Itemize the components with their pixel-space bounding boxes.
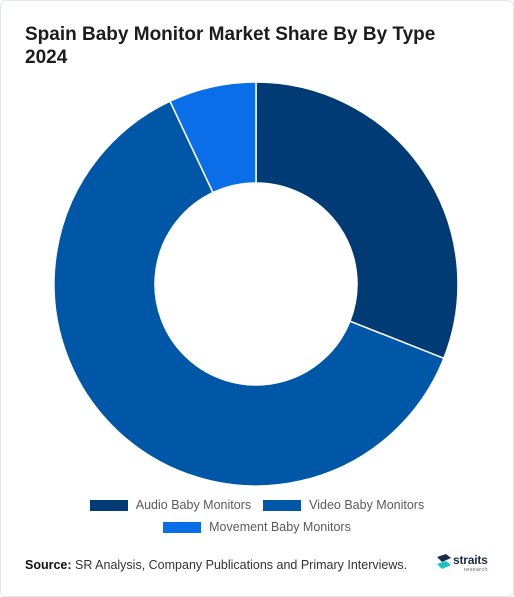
legend-row: Audio Baby Monitors Video Baby Monitors — [1, 494, 513, 516]
legend-label: Video Baby Monitors — [309, 498, 425, 512]
legend-row: Movement Baby Monitors — [1, 516, 513, 538]
chart-title: Spain Baby Monitor Market Share By By Ty… — [25, 23, 495, 69]
logo-sub: research — [464, 567, 488, 573]
legend-item-video-baby-monitors: Video Baby Monitors — [263, 498, 424, 512]
legend-swatch — [89, 499, 128, 511]
legend-swatch — [263, 499, 302, 511]
source-text: SR Analysis, Company Publications and Pr… — [71, 558, 408, 572]
source-label: Source: — [25, 558, 72, 572]
legend-label: Audio Baby Monitors — [135, 498, 252, 512]
donut-slice-audio-baby-monitors — [255, 81, 459, 360]
donut-chart — [53, 81, 459, 487]
legend-swatch — [163, 521, 202, 533]
legend-item-audio-baby-monitors: Audio Baby Monitors — [89, 498, 252, 512]
legend-item-movement-baby-monitors: Movement Baby Monitors — [163, 520, 351, 534]
source-note: Source: SR Analysis, Company Publication… — [25, 558, 407, 572]
straits-logo-icon — [437, 554, 451, 569]
chart-title-line-2: 2024 — [25, 47, 68, 68]
donut-slice-video-baby-monitors — [53, 100, 445, 487]
legend-label: Movement Baby Monitors — [209, 520, 351, 534]
straits-research-logo: straits research — [437, 552, 493, 576]
chart-legend: Audio Baby Monitors Video Baby Monitors Mo… — [1, 494, 513, 538]
donut-slice-movement-baby-monitors — [168, 81, 257, 194]
chart-title-line-1: Spain Baby Monitor Market Share By By Ty… — [25, 24, 436, 45]
logo-name: straits — [453, 553, 488, 567]
